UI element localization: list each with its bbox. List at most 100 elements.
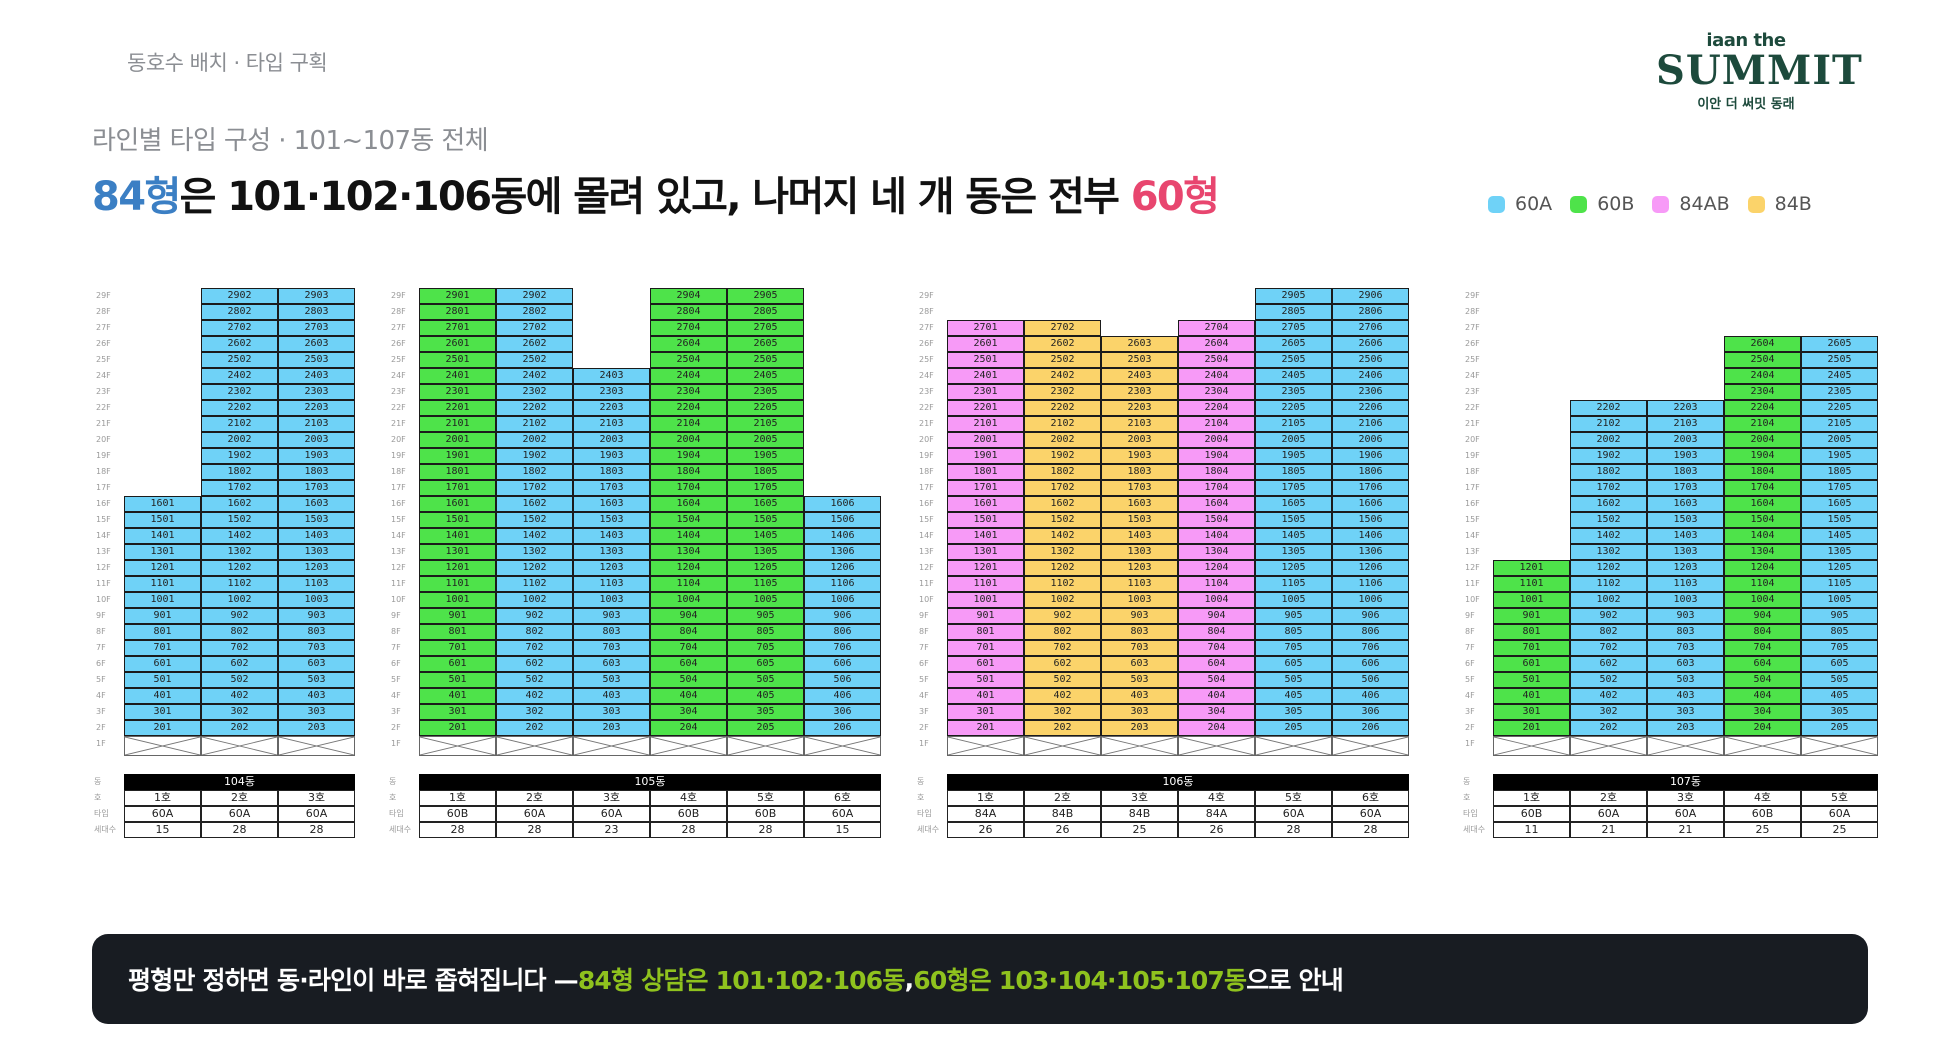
unit-cell: 702 bbox=[201, 640, 278, 656]
summary-banner: 평형만 정하면 동·라인이 바로 좁혀집니다 — 84형 상담은 101·102… bbox=[92, 934, 1868, 1024]
summary-row-label: 동 bbox=[389, 777, 397, 786]
unit-cell: 405 bbox=[1801, 688, 1878, 704]
unit-cell: 2104 bbox=[1178, 416, 1255, 432]
summary-unit: 2호 bbox=[201, 790, 278, 806]
unit-cell: 1801 bbox=[947, 464, 1024, 480]
summary-households: 28 bbox=[201, 822, 278, 838]
unit-cell: 1001 bbox=[419, 592, 496, 608]
unit-cell: 501 bbox=[947, 672, 1024, 688]
headline-middle: 은 101·102·106동에 몰려 있고, 나머지 네 개 동은 전부 bbox=[179, 174, 1131, 220]
section-label: 동호수 배치 · 타입 구획 bbox=[127, 51, 328, 75]
unit-cell: 2603 bbox=[1101, 336, 1178, 352]
summary-row-label: 동 bbox=[1463, 777, 1471, 786]
unit-cell: 802 bbox=[1570, 624, 1647, 640]
floor-label: 4F bbox=[96, 691, 106, 700]
unit-cell: 1101 bbox=[419, 576, 496, 592]
summary-type: 60A bbox=[1647, 806, 1724, 822]
summary-households: 25 bbox=[1101, 822, 1178, 838]
unit-cell: 201 bbox=[1493, 720, 1570, 736]
unit-cell: 301 bbox=[124, 704, 201, 720]
floor-label: 16F bbox=[919, 499, 934, 508]
floor-label: 11F bbox=[1465, 579, 1480, 588]
unit-cell: 802 bbox=[1024, 624, 1101, 640]
banner-60: 60형은 103·104·105·107동 bbox=[913, 966, 1247, 995]
pilotis-cell bbox=[124, 736, 201, 756]
unit-cell: 305 bbox=[1255, 704, 1332, 720]
unit-cell: 1202 bbox=[201, 560, 278, 576]
unit-cell: 702 bbox=[1570, 640, 1647, 656]
unit-cell: 1604 bbox=[650, 496, 727, 512]
floor-label: 21F bbox=[391, 419, 406, 428]
floor-label: 26F bbox=[1465, 339, 1480, 348]
unit-cell: 2504 bbox=[1178, 352, 1255, 368]
unit-cell: 605 bbox=[1801, 656, 1878, 672]
unit-cell: 2704 bbox=[1178, 320, 1255, 336]
floor-label: 12F bbox=[391, 563, 406, 572]
unit-cell: 1803 bbox=[278, 464, 355, 480]
unit-cell: 2005 bbox=[1255, 432, 1332, 448]
unit-cell: 1105 bbox=[1801, 576, 1878, 592]
unit-cell: 905 bbox=[1255, 608, 1332, 624]
unit-cell: 1305 bbox=[1255, 544, 1332, 560]
unit-cell: 1403 bbox=[278, 528, 355, 544]
unit-cell: 1002 bbox=[496, 592, 573, 608]
summary-unit: 2호 bbox=[1570, 790, 1647, 806]
unit-cell: 1301 bbox=[947, 544, 1024, 560]
unit-cell: 2504 bbox=[1724, 352, 1801, 368]
unit-cell: 904 bbox=[650, 608, 727, 624]
unit-cell: 1204 bbox=[1178, 560, 1255, 576]
unit-cell: 203 bbox=[1647, 720, 1724, 736]
unit-cell: 1101 bbox=[124, 576, 201, 592]
floor-label: 19F bbox=[919, 451, 934, 460]
unit-cell: 405 bbox=[727, 688, 804, 704]
unit-cell: 2805 bbox=[1255, 304, 1332, 320]
floor-label: 13F bbox=[919, 547, 934, 556]
floor-label: 6F bbox=[391, 659, 401, 668]
unit-cell: 303 bbox=[278, 704, 355, 720]
summary-type: 60A bbox=[1255, 806, 1332, 822]
pilotis-cell bbox=[573, 736, 650, 756]
legend-dot-84ab bbox=[1652, 195, 1670, 213]
unit-cell: 2203 bbox=[1647, 400, 1724, 416]
floor-label: 10F bbox=[1465, 595, 1480, 604]
summary-type: 60A bbox=[124, 806, 201, 822]
unit-cell: 2602 bbox=[1024, 336, 1101, 352]
unit-cell: 303 bbox=[573, 704, 650, 720]
unit-cell: 801 bbox=[1493, 624, 1570, 640]
pilotis-cell bbox=[1570, 736, 1647, 756]
unit-cell: 1604 bbox=[1724, 496, 1801, 512]
unit-cell: 305 bbox=[1801, 704, 1878, 720]
unit-cell: 2205 bbox=[1255, 400, 1332, 416]
pilotis-cell bbox=[1724, 736, 1801, 756]
unit-cell: 601 bbox=[1493, 656, 1570, 672]
unit-cell: 902 bbox=[1024, 608, 1101, 624]
unit-cell: 1502 bbox=[496, 512, 573, 528]
unit-cell: 2903 bbox=[278, 288, 355, 304]
unit-cell: 1906 bbox=[1332, 448, 1409, 464]
floor-label: 25F bbox=[1465, 355, 1480, 364]
unit-cell: 1006 bbox=[1332, 592, 1409, 608]
unit-cell: 1504 bbox=[1178, 512, 1255, 528]
unit-cell: 1004 bbox=[650, 592, 727, 608]
unit-cell: 801 bbox=[124, 624, 201, 640]
unit-cell: 301 bbox=[1493, 704, 1570, 720]
unit-cell: 1301 bbox=[419, 544, 496, 560]
unit-cell: 401 bbox=[419, 688, 496, 704]
floor-label: 23F bbox=[919, 387, 934, 396]
unit-cell: 1602 bbox=[1024, 496, 1101, 512]
floor-label: 17F bbox=[96, 483, 111, 492]
unit-cell: 202 bbox=[496, 720, 573, 736]
unit-cell: 1503 bbox=[278, 512, 355, 528]
floor-label: 22F bbox=[919, 403, 934, 412]
unit-cell: 1703 bbox=[573, 480, 650, 496]
summary-unit: 2호 bbox=[496, 790, 573, 806]
unit-cell: 602 bbox=[1024, 656, 1101, 672]
unit-cell: 2104 bbox=[1724, 416, 1801, 432]
unit-cell: 1803 bbox=[573, 464, 650, 480]
unit-cell: 204 bbox=[1178, 720, 1255, 736]
unit-cell: 2702 bbox=[201, 320, 278, 336]
unit-cell: 2704 bbox=[650, 320, 727, 336]
unit-cell: 803 bbox=[573, 624, 650, 640]
floor-label: 18F bbox=[1465, 467, 1480, 476]
unit-cell: 306 bbox=[804, 704, 881, 720]
